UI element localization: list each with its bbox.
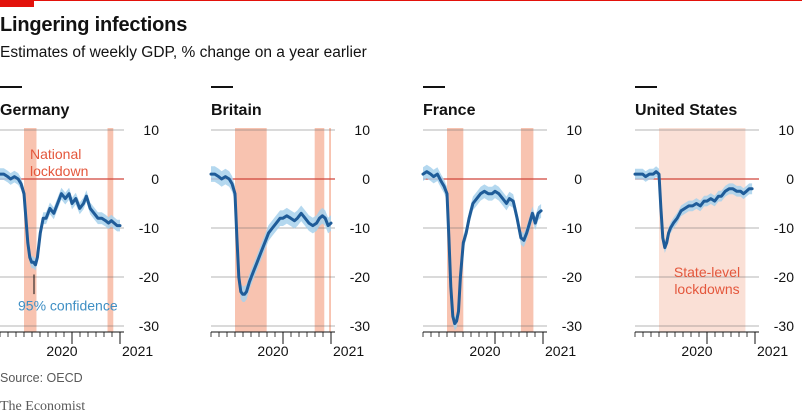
x-tick-label: 2021 (333, 343, 364, 359)
y-tick-label: 10 (566, 122, 582, 138)
panel-title-rule (0, 86, 22, 88)
x-tick-label: 2021 (757, 343, 788, 359)
x-tick-label: 2020 (469, 343, 500, 359)
panel-title: United States (635, 102, 737, 119)
y-tick-label: -20 (562, 269, 582, 285)
lockdown-shade (107, 128, 114, 332)
y-tick-label: -30 (774, 318, 794, 334)
y-tick-label: -30 (562, 318, 582, 334)
annotation-national-lockdown: National lockdown (30, 146, 88, 179)
y-tick-label: 10 (778, 122, 794, 138)
confidence-band (635, 166, 753, 253)
lockdown-shade (235, 128, 267, 332)
y-tick-label: 0 (574, 171, 582, 187)
series-line (421, 170, 543, 326)
chart-title: Lingering infections (0, 14, 188, 36)
x-tick-label: 2021 (122, 343, 153, 359)
confidence-band (211, 166, 331, 302)
y-tick-label: 10 (354, 122, 370, 138)
lockdown-shade (659, 128, 746, 332)
panel-title: Britain (211, 102, 262, 119)
y-tick-label: -20 (350, 269, 370, 285)
y-tick-label: -20 (139, 269, 159, 285)
x-tick-label: 2020 (257, 343, 288, 359)
top-rule (0, 0, 802, 1)
series-line (209, 172, 333, 296)
series-line (0, 172, 122, 267)
confidence-band (423, 164, 542, 331)
brand-accent-bar (0, 0, 34, 7)
series-line (633, 170, 754, 250)
panel-germany: Germany 10 0 -10 -20 -30 2020 2021 National lockd… (0, 86, 159, 359)
panel-title: France (423, 102, 476, 119)
x-tick-label: 2020 (46, 343, 77, 359)
panel-united-states: United States 10 0 -10 -20 -30 2020 2021 State-l… (633, 86, 794, 359)
y-tick-label: -10 (774, 220, 794, 236)
y-tick-label: -20 (774, 269, 794, 285)
y-tick-label: -10 (139, 220, 159, 236)
y-tick-label: -30 (350, 318, 370, 334)
y-tick-label: -10 (350, 220, 370, 236)
y-tick-label: -30 (139, 318, 159, 334)
y-tick-label: 10 (143, 122, 159, 138)
y-tick-label: 0 (786, 171, 794, 187)
panel-title: Germany (0, 102, 69, 119)
annotation-confidence: 95% confidence (18, 297, 118, 313)
panel-title-rule (211, 86, 233, 88)
source-note: Source: OECD (0, 371, 83, 385)
x-tick-label: 2020 (681, 343, 712, 359)
panel-britain: Britain 10 0 -10 -20 -30 2020 2021 (209, 86, 370, 359)
y-tick-label: -10 (562, 220, 582, 236)
y-tick-label: 0 (151, 171, 159, 187)
annotation-state-lockdowns: State-level lockdowns (674, 264, 740, 297)
brand-logo: The Economist (0, 399, 86, 414)
lockdown-shade (314, 128, 325, 332)
y-tick-label: 0 (362, 171, 370, 187)
panel-title-rule (635, 86, 657, 88)
chart-subtitle: Estimates of weekly GDP, % change on a y… (0, 44, 367, 61)
chart-panels: Germany 10 0 -10 -20 -30 2020 2021 National lockd… (0, 86, 794, 359)
panel-title-rule (423, 86, 445, 88)
panel-france: France 10 0 -10 -20 -30 2020 2021 (421, 86, 582, 359)
x-tick-label: 2021 (545, 343, 576, 359)
